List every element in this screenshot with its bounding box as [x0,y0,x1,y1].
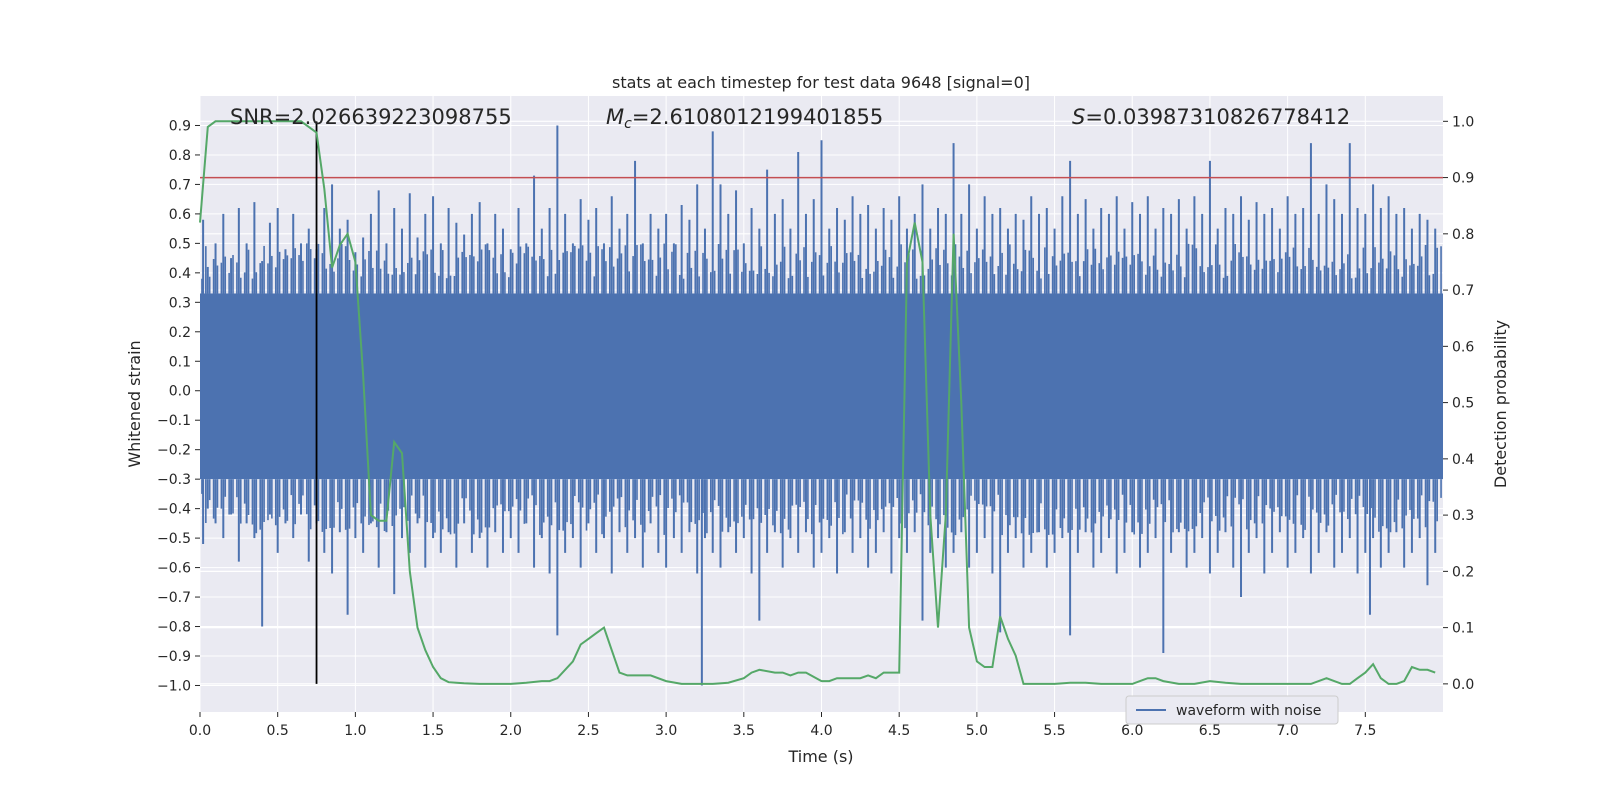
y-right-tick-label: 0.0 [1452,677,1474,693]
y-tick-label: 0.1 [169,354,191,370]
y-axis-label: Whitened strain [125,340,144,467]
snr-annotation: SNR=2.026639223098755 [230,105,512,129]
legend[interactable]: waveform with noise [1125,695,1339,725]
y-right-tick-label: 0.2 [1452,564,1474,580]
legend-label-waveform: waveform with noise [1176,703,1321,719]
y-right-tick-label: 0.7 [1452,283,1474,299]
y-right-tick-label: 0.1 [1452,621,1474,637]
y-right-tick-label: 0.4 [1452,452,1474,468]
x-tick-label: 5.5 [1043,723,1065,739]
y-right-tick-label: 0.9 [1452,171,1474,187]
x-tick-label: 0.0 [189,723,211,739]
x-tick-label: 7.5 [1354,723,1376,739]
y-tick-label: −0.4 [157,502,191,518]
x-tick-label: 3.0 [655,723,677,739]
x-tick-label: 5.0 [966,723,988,739]
y-right-tick-label: 0.8 [1452,227,1474,243]
y-tick-label: 0.4 [169,266,191,282]
chirp-mass-subscript: c [624,116,632,132]
y-tick-label: 0.3 [169,295,191,311]
waveform-dense-band [200,293,1443,480]
y-axis-right-label: Detection probability [1491,320,1510,488]
s-annotation: S=0.03987310826778412 [1072,105,1350,129]
y-axis-ticks: 0.9 0.8 0.7 0.6 0.5 0.4 0.3 0.2 0.1 0.0 −0.1 −0.2 −0… [157,118,200,694]
x-tick-label: 2.5 [577,723,599,739]
chart-title: stats at each timestep for test data 964… [612,73,1030,92]
x-tick-label: 1.5 [422,723,444,739]
s-symbol: S [1072,105,1085,129]
y-tick-label: −0.5 [157,531,191,547]
chirp-mass-symbol: M [606,105,624,129]
y-tick-label: −0.6 [157,561,191,577]
x-tick-label: 6.0 [1121,723,1143,739]
x-tick-label: 4.5 [888,723,910,739]
y-tick-label: 0.2 [169,325,191,341]
y-tick-label: −0.9 [157,649,191,665]
x-tick-label: 6.5 [1199,723,1221,739]
x-tick-label: 2.0 [500,723,522,739]
y-tick-label: −1.0 [157,678,191,694]
y-right-tick-label: 0.6 [1452,339,1474,355]
y-tick-label: 0.5 [169,236,191,252]
y-tick-label: 0.8 [169,148,191,164]
y-tick-label: −0.1 [157,413,191,429]
y-axis-right-ticks: 1.0 0.9 0.8 0.7 0.6 0.5 0.4 0.3 0.2 0.1 0.0 [1443,114,1474,693]
y-tick-label: −0.2 [157,443,191,459]
chirp-mass-value: =2.6108012199401855 [632,105,883,129]
x-tick-label: 7.0 [1276,723,1298,739]
chirp-mass-annotation: Mc=2.6108012199401855 [606,105,883,132]
x-tick-label: 1.0 [344,723,366,739]
y-tick-label: 0.0 [169,384,191,400]
x-tick-label: 0.5 [267,723,289,739]
y-right-tick-label: 0.3 [1452,508,1474,524]
y-right-tick-label: 0.5 [1452,396,1474,412]
y-tick-label: −0.8 [157,620,191,636]
x-axis-label: Time (s) [787,747,853,766]
probability-line [199,120,1436,685]
s-value: =0.03987310826778412 [1085,105,1350,129]
y-tick-label: 0.9 [169,118,191,134]
y-right-tick-label: 1.0 [1452,114,1474,130]
y-tick-label: −0.7 [157,590,191,606]
legend-box [1125,695,1339,725]
waveform-series [200,125,1443,686]
y-tick-label: 0.6 [169,207,191,223]
probability-series [199,120,1436,685]
x-tick-label: 4.0 [810,723,832,739]
y-tick-label: 0.7 [169,177,191,193]
x-tick-label: 3.5 [733,723,755,739]
y-tick-label: −0.3 [157,472,191,488]
x-axis-ticks: 0.0 0.5 1.0 1.5 2.0 2.5 3.0 3.5 4.0 4.5 5.0 5.5 6.0 6… [189,712,1376,739]
